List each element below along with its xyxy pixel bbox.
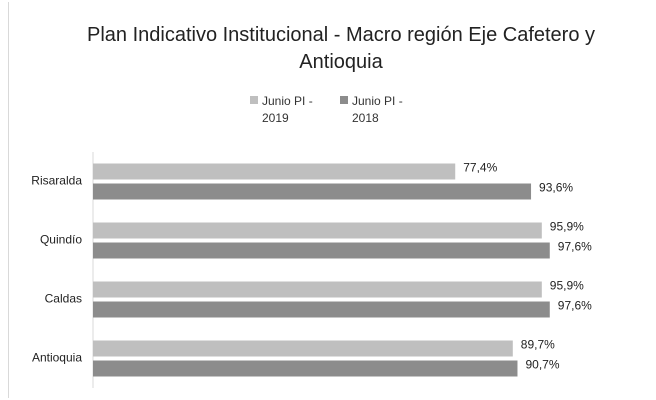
value-label: 90,7% xyxy=(525,358,559,372)
legend-swatch xyxy=(340,96,348,104)
legend-item: Junio PI - 2018 xyxy=(340,93,414,127)
legend-label: Junio PI - 2019 xyxy=(262,94,313,125)
bar xyxy=(93,281,542,298)
bar xyxy=(93,163,456,180)
bar xyxy=(93,301,550,318)
legend-swatch xyxy=(250,96,258,104)
legend: Junio PI - 2019 Junio PI - 2018 xyxy=(250,93,414,127)
y-tick-label: Risaralda xyxy=(31,174,82,188)
y-tick-label: Antioquia xyxy=(32,351,82,365)
value-label: 77,4% xyxy=(463,161,497,175)
bar xyxy=(93,183,532,200)
value-label: 97,6% xyxy=(558,299,592,313)
value-label: 97,6% xyxy=(558,240,592,254)
chart-frame xyxy=(8,2,654,398)
value-label: 95,9% xyxy=(550,220,584,234)
bar xyxy=(93,360,518,377)
bar xyxy=(93,340,513,357)
y-tick-label: Quindío xyxy=(40,233,82,247)
y-tick-label: Caldas xyxy=(45,292,82,306)
legend-label: Junio PI - 2018 xyxy=(352,94,403,125)
value-label: 89,7% xyxy=(521,338,555,352)
value-label: 93,6% xyxy=(539,181,573,195)
chart-title: Plan Indicativo Institucional - Macro re… xyxy=(86,24,596,73)
legend-item: Junio PI - 2019 xyxy=(250,93,324,127)
value-label: 95,9% xyxy=(550,279,584,293)
bar xyxy=(93,222,542,239)
bar xyxy=(93,242,550,259)
